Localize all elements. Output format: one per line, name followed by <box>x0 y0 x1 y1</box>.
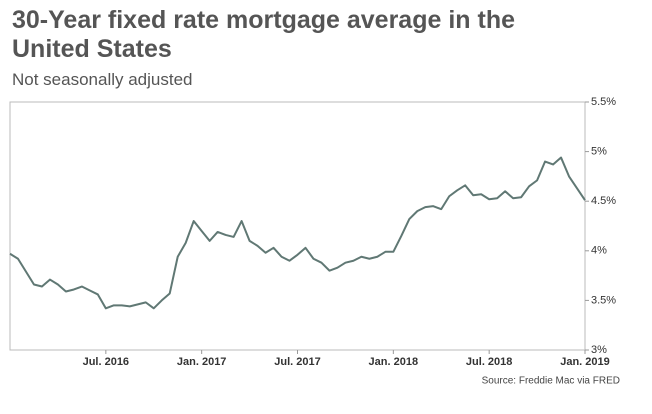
y-tick-label: 3.5% <box>591 294 616 306</box>
x-tick-label: Jul. 2016 <box>83 356 129 368</box>
line <box>9 156 586 310</box>
x-tick-label: Jan. 2018 <box>369 356 419 368</box>
x-tick-label: Jul. 2017 <box>274 356 320 368</box>
y-tick-label: 5.5% <box>591 96 616 108</box>
x-tick-label: Jan. 2017 <box>177 356 227 368</box>
source: Source: Freddie Mac via FRED <box>482 376 620 387</box>
x-tick-label: Jul. 2018 <box>466 356 512 368</box>
plot-frame <box>9 101 586 351</box>
y-tick-label: 3% <box>591 344 607 356</box>
y-tick-label: 5% <box>591 146 607 158</box>
chart-subtitle: Not seasonally adjusted <box>12 70 193 89</box>
x-tick-label: Jan. 2019 <box>560 356 610 368</box>
y-tick-label: 4% <box>591 245 607 257</box>
chart-title: 30-Year fixed rate mortgage average in t… <box>12 6 515 63</box>
y-tick-label: 4.5% <box>591 195 616 207</box>
